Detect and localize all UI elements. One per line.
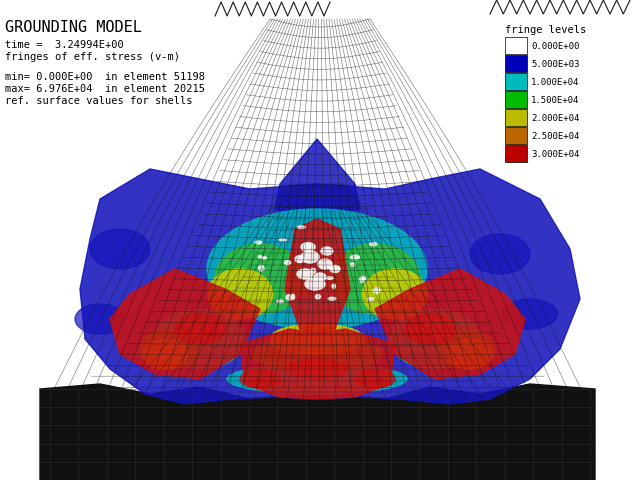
Polygon shape	[285, 219, 350, 334]
Text: 1.000E+04: 1.000E+04	[531, 78, 579, 87]
Ellipse shape	[332, 285, 335, 289]
Ellipse shape	[295, 256, 305, 263]
Ellipse shape	[435, 329, 495, 369]
Ellipse shape	[360, 277, 366, 280]
Ellipse shape	[330, 244, 420, 314]
FancyBboxPatch shape	[505, 110, 527, 127]
Ellipse shape	[207, 414, 427, 464]
Ellipse shape	[307, 245, 313, 248]
Text: GROUNDING MODEL: GROUNDING MODEL	[5, 20, 142, 35]
Ellipse shape	[321, 248, 333, 255]
Polygon shape	[0, 0, 270, 480]
Text: 5.000E+03: 5.000E+03	[531, 60, 579, 69]
Ellipse shape	[390, 309, 480, 369]
Ellipse shape	[363, 269, 427, 319]
Ellipse shape	[280, 239, 286, 241]
Ellipse shape	[259, 266, 264, 272]
Ellipse shape	[215, 244, 305, 314]
Ellipse shape	[269, 324, 365, 354]
Polygon shape	[40, 384, 595, 480]
Ellipse shape	[262, 257, 266, 260]
Ellipse shape	[259, 256, 262, 259]
FancyBboxPatch shape	[505, 38, 527, 55]
FancyBboxPatch shape	[505, 56, 527, 73]
Ellipse shape	[90, 229, 150, 269]
Polygon shape	[275, 140, 360, 219]
Ellipse shape	[350, 264, 355, 266]
Ellipse shape	[240, 370, 280, 388]
Ellipse shape	[355, 370, 395, 388]
Text: 0.000E+00: 0.000E+00	[531, 42, 579, 51]
Ellipse shape	[286, 295, 292, 300]
Ellipse shape	[297, 227, 306, 229]
Ellipse shape	[207, 210, 427, 329]
Ellipse shape	[360, 278, 364, 283]
Text: time =  3.24994E+00: time = 3.24994E+00	[5, 40, 124, 50]
Ellipse shape	[75, 304, 125, 334]
Ellipse shape	[330, 267, 335, 270]
Ellipse shape	[292, 295, 295, 300]
Polygon shape	[80, 169, 580, 404]
Ellipse shape	[315, 295, 321, 300]
Text: min= 0.000E+00  in element 51198: min= 0.000E+00 in element 51198	[5, 72, 205, 82]
Ellipse shape	[405, 314, 455, 344]
Ellipse shape	[373, 288, 380, 294]
Ellipse shape	[305, 244, 308, 250]
FancyBboxPatch shape	[505, 146, 527, 163]
Ellipse shape	[277, 300, 283, 303]
Ellipse shape	[227, 364, 407, 394]
Ellipse shape	[311, 269, 316, 274]
Polygon shape	[365, 0, 634, 480]
Polygon shape	[110, 269, 260, 379]
Polygon shape	[375, 269, 525, 379]
Text: 1.500E+04: 1.500E+04	[531, 96, 579, 105]
Ellipse shape	[314, 274, 326, 281]
Ellipse shape	[448, 339, 493, 369]
Ellipse shape	[287, 359, 347, 379]
Ellipse shape	[367, 299, 373, 301]
Ellipse shape	[370, 243, 377, 246]
Ellipse shape	[328, 298, 336, 300]
Ellipse shape	[305, 278, 325, 290]
Ellipse shape	[252, 337, 382, 372]
Ellipse shape	[318, 260, 332, 269]
Text: max= 6.976E+04  in element 20215: max= 6.976E+04 in element 20215	[5, 84, 205, 94]
Text: 2.000E+04: 2.000E+04	[531, 114, 579, 123]
Ellipse shape	[285, 261, 290, 265]
FancyBboxPatch shape	[505, 74, 527, 91]
Ellipse shape	[255, 241, 262, 244]
Ellipse shape	[351, 256, 359, 260]
Text: ref. surface values for shells: ref. surface values for shells	[5, 96, 193, 106]
Ellipse shape	[301, 252, 319, 264]
FancyBboxPatch shape	[505, 92, 527, 109]
Text: fringe levels: fringe levels	[505, 25, 586, 35]
Ellipse shape	[155, 309, 245, 369]
Ellipse shape	[207, 269, 273, 319]
Polygon shape	[200, 444, 430, 464]
Ellipse shape	[143, 339, 188, 369]
Ellipse shape	[297, 269, 313, 279]
Ellipse shape	[503, 300, 557, 329]
Ellipse shape	[330, 266, 340, 273]
Ellipse shape	[301, 243, 315, 252]
FancyBboxPatch shape	[505, 128, 527, 144]
Ellipse shape	[140, 329, 200, 369]
Polygon shape	[240, 329, 395, 399]
Ellipse shape	[470, 235, 530, 275]
Text: fringes of eff. stress (v-m): fringes of eff. stress (v-m)	[5, 52, 180, 62]
Ellipse shape	[175, 314, 225, 344]
Text: 3.000E+04: 3.000E+04	[531, 150, 579, 159]
Ellipse shape	[326, 277, 333, 280]
Text: 2.500E+04: 2.500E+04	[531, 132, 579, 141]
